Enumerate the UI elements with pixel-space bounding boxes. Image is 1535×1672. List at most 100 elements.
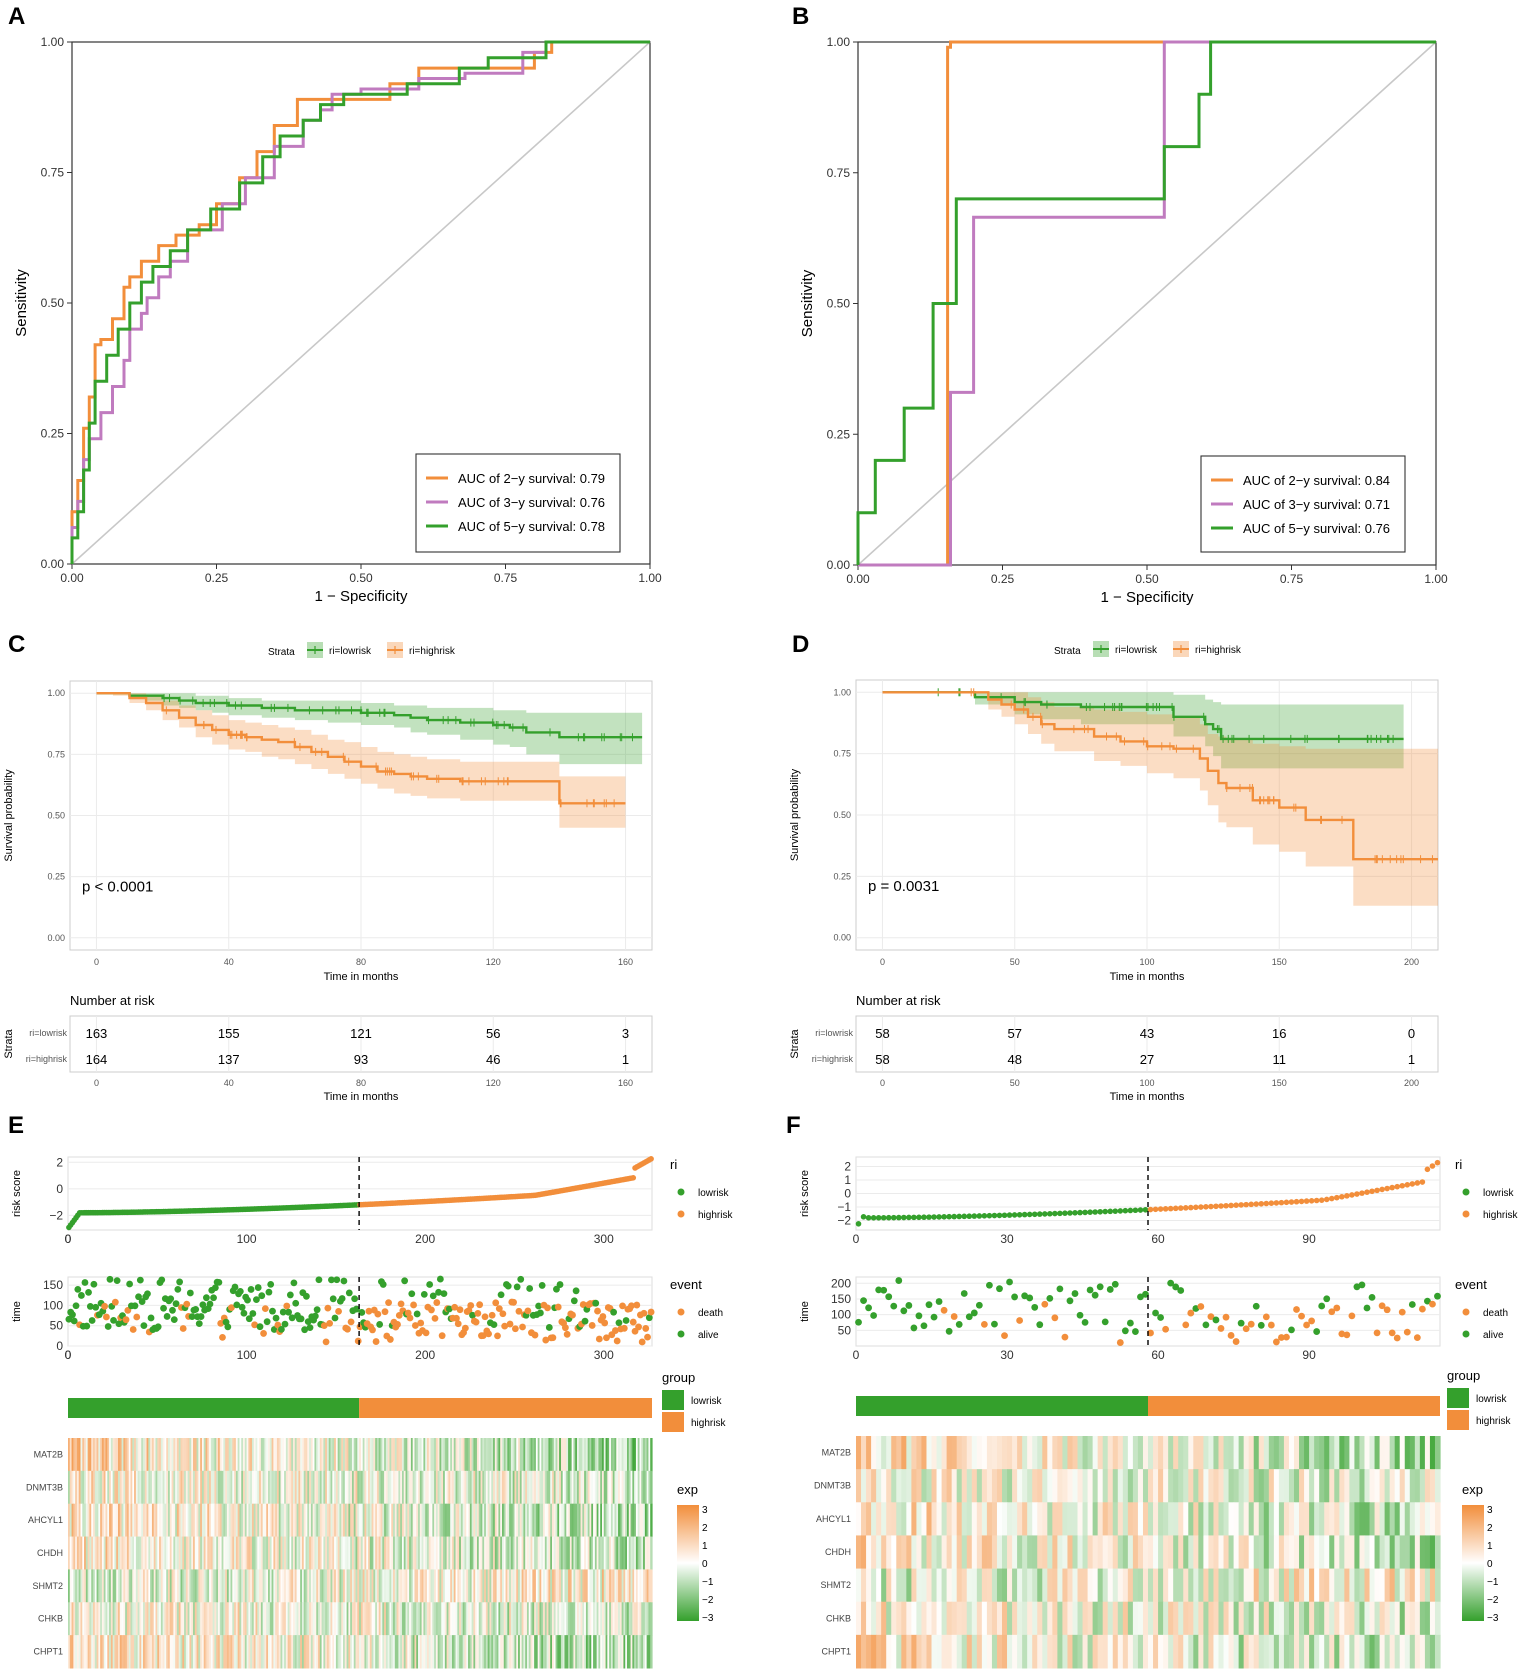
heatmap-cell	[310, 1503, 314, 1538]
heatmap-cell	[446, 1602, 450, 1636]
heatmap-cell	[489, 1569, 492, 1603]
heatmap-cell	[209, 1569, 212, 1603]
heatmap-cell	[593, 1635, 596, 1669]
heatmap-cell	[487, 1569, 491, 1603]
heatmap-cell	[376, 1536, 380, 1570]
heatmap-cell	[1429, 1436, 1436, 1470]
heatmap-cell	[1344, 1601, 1350, 1636]
heatmap-cell	[1148, 1601, 1154, 1636]
risk-score-point	[936, 1214, 942, 1220]
heatmap-cell	[444, 1536, 448, 1570]
event-point-alive	[408, 1290, 416, 1298]
heatmap-cell	[343, 1503, 346, 1538]
heatmap-cell	[637, 1569, 641, 1603]
heatmap-cell	[389, 1569, 392, 1603]
heatmap-cell	[548, 1503, 551, 1538]
heatmap-cell	[171, 1536, 174, 1570]
event-point-alive	[1111, 1280, 1119, 1288]
heatmap-cell	[141, 1635, 144, 1669]
heatmap-cell	[343, 1536, 346, 1570]
heatmap-cell	[298, 1569, 301, 1603]
heatmap-cell	[1027, 1436, 1033, 1470]
heatmap-cell	[241, 1503, 244, 1538]
heatmap-cell	[237, 1569, 241, 1603]
heatmap-cell	[353, 1470, 357, 1505]
heatmap-cell	[1344, 1436, 1350, 1470]
heatmap-cell	[469, 1470, 473, 1505]
heatmap-cell	[250, 1569, 253, 1603]
heatmap-cell	[1218, 1568, 1225, 1603]
risk-count: 3	[622, 1026, 629, 1041]
heatmap-cell	[589, 1635, 592, 1669]
heatmap-cell	[1208, 1634, 1215, 1669]
heatmap-cell	[1052, 1601, 1058, 1636]
heatmap-cell	[223, 1569, 226, 1603]
heatmap-cell	[541, 1602, 544, 1636]
risk-score-point	[901, 1214, 907, 1221]
event-point-alive	[115, 1320, 123, 1328]
heatmap-cell	[310, 1602, 314, 1636]
heatmap-cell	[168, 1569, 171, 1603]
event-point-death	[488, 1311, 496, 1319]
heatmap-cell	[1268, 1568, 1275, 1603]
event-point-death	[422, 1329, 430, 1337]
heatmap-cell	[82, 1602, 85, 1636]
heatmap-cell	[1374, 1535, 1381, 1570]
heatmap-cell	[635, 1470, 639, 1505]
heatmap-cell	[155, 1569, 158, 1603]
heatmap-cell	[1238, 1601, 1245, 1636]
heatmap-cell	[493, 1602, 496, 1636]
heatmap-cell	[650, 1569, 653, 1603]
heatmap-cell	[886, 1634, 892, 1669]
heatmap-cell	[259, 1569, 262, 1603]
heatmap-cell	[621, 1602, 625, 1636]
heatmap-cell	[246, 1503, 249, 1538]
heatmap-cell	[187, 1438, 191, 1472]
heatmap-cell	[328, 1503, 332, 1538]
heatmap-cell	[303, 1503, 307, 1538]
heatmap-cell	[1414, 1601, 1421, 1636]
heatmap-cell	[343, 1635, 346, 1669]
event-point-alive	[172, 1300, 180, 1308]
heatmap-cell	[1082, 1502, 1089, 1536]
heatmap-cell	[534, 1438, 537, 1472]
heatmap-cell	[323, 1635, 326, 1669]
heatmap-cell	[378, 1438, 382, 1472]
heatmap-cell	[94, 1438, 98, 1472]
heatmap-cell	[1107, 1634, 1114, 1669]
heatmap-cell	[503, 1503, 507, 1538]
heatmap-cell	[364, 1438, 367, 1472]
event-point-alive	[1408, 1301, 1416, 1308]
event-point-death	[531, 1331, 539, 1339]
heatmap-cell	[896, 1469, 902, 1503]
heatmap-cell	[328, 1635, 332, 1669]
heatmap-cell	[337, 1569, 341, 1603]
heatmap-cell	[155, 1602, 158, 1636]
heatmap-cell	[610, 1569, 614, 1603]
heatmap-cell	[544, 1438, 548, 1472]
heatmap-cell	[364, 1536, 367, 1570]
heatmap-cell	[450, 1602, 453, 1636]
event-point-alive	[1056, 1285, 1064, 1293]
heatmap-cell	[1193, 1502, 1199, 1536]
heatmap-cell	[643, 1438, 646, 1472]
heatmap-cell	[394, 1470, 398, 1505]
heatmap-cell	[171, 1503, 174, 1538]
heatmap-cell	[262, 1569, 266, 1603]
risk-score-point	[1072, 1209, 1078, 1216]
heatmap-cell	[1127, 1502, 1134, 1536]
heatmap-cell	[1102, 1502, 1109, 1536]
heatmap-cell	[625, 1635, 628, 1669]
heatmap-cell	[385, 1503, 389, 1538]
heatmap-cell	[526, 1470, 530, 1505]
event-point-death	[228, 1304, 235, 1312]
heatmap-cell	[196, 1635, 199, 1669]
heatmap-cell	[1077, 1535, 1084, 1570]
event-point-death	[492, 1299, 500, 1307]
heatmap-cell	[89, 1635, 92, 1669]
heatmap-cell	[1399, 1436, 1406, 1470]
risk-count: 57	[1007, 1026, 1021, 1041]
heatmap-cell	[1042, 1568, 1048, 1603]
heatmap-cell	[351, 1470, 355, 1505]
heatmap-cell	[510, 1602, 514, 1636]
